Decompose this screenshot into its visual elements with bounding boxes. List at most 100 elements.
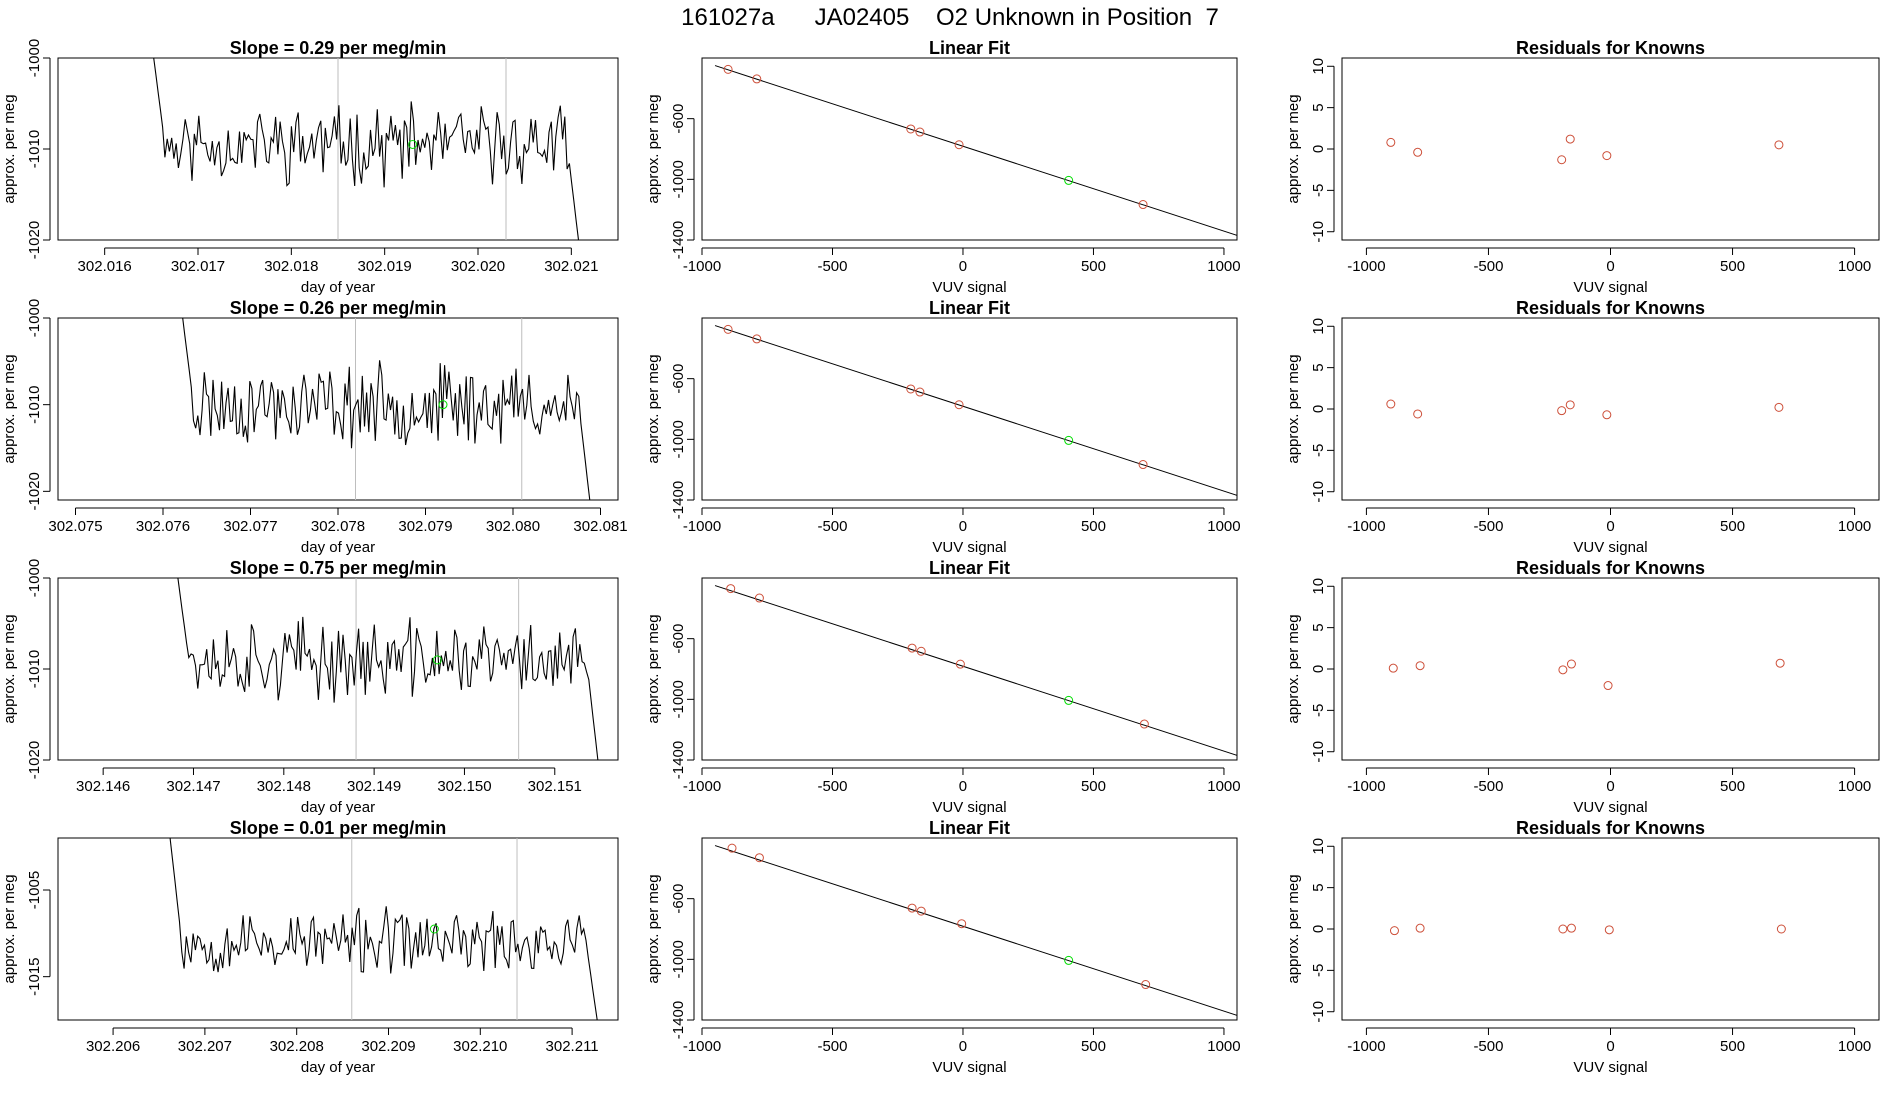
figure-title-date: 161027a (681, 4, 775, 31)
x-tick-label: 302.147 (166, 778, 220, 795)
known-point (1138, 460, 1148, 470)
unknown-point (432, 655, 442, 665)
y-tick-label: 0 (1310, 145, 1327, 153)
x-tick-label: 0 (959, 778, 967, 795)
unknown-point (1064, 695, 1074, 705)
y-axis-label: approx. per meg (1, 874, 18, 983)
y-tick-label: -1020 (26, 221, 43, 259)
x-tick-label: 500 (1081, 258, 1106, 275)
known-point (1415, 661, 1425, 671)
x-tick-label: 302.149 (347, 778, 401, 795)
y-axis-label: approx. per meg (1285, 354, 1302, 463)
panel-title: Slope = 0.75 per meg/min (230, 558, 447, 578)
x-tick-label: 302.148 (257, 778, 311, 795)
panel-title: Linear Fit (929, 298, 1010, 318)
panel-7: Slope = 0.75 per meg/min 302.146 302.147 30… (1, 558, 619, 816)
panel-3-data (1386, 134, 1784, 165)
x-tick-label: 302.150 (437, 778, 491, 795)
y-tick-label: -600 (670, 364, 687, 394)
known-point (907, 903, 917, 913)
unknown-point (1064, 955, 1074, 965)
x-tick-label: -500 (817, 258, 847, 275)
known-point (1138, 200, 1148, 210)
x-axis-label: VUV signal (1573, 1059, 1647, 1076)
x-tick-label: 500 (1081, 518, 1106, 535)
y-axis-label: approx. per meg (1, 354, 18, 463)
fit-line (714, 845, 1237, 1016)
y-tick-label: -1000 (26, 559, 43, 597)
known-point (1565, 400, 1575, 410)
y-tick-label: -1400 (670, 741, 687, 779)
x-tick-label: 0 (959, 258, 967, 275)
panel-6-data (1386, 399, 1784, 420)
known-point (954, 140, 964, 150)
panel-10: Slope = 0.01 per meg/min 302.206 302.207 30… (1, 818, 619, 1076)
x-tick-label: 500 (1720, 258, 1745, 275)
x-tick-label: 1000 (1207, 258, 1240, 275)
x-tick-label: 1000 (1838, 258, 1871, 275)
known-point (916, 646, 926, 656)
y-tick-label: -5 (1310, 704, 1327, 717)
x-tick-label: 0 (1606, 518, 1614, 535)
fit-line (714, 325, 1237, 496)
x-axis-label: day of year (301, 279, 375, 296)
panel-title: Residuals for Knowns (1516, 298, 1705, 318)
figure-title-description: O2 Unknown in Position 7 (936, 4, 1219, 31)
y-tick-label: -1010 (26, 385, 43, 423)
panel-7-data (177, 578, 599, 760)
x-axis-label: VUV signal (1573, 279, 1647, 296)
x-tick-label: 1000 (1207, 778, 1240, 795)
y-axis-label: approx. per meg (1285, 874, 1302, 983)
known-point (1413, 147, 1423, 157)
known-point (723, 324, 733, 334)
x-tick-label: -500 (1473, 518, 1503, 535)
y-axis-label: approx. per meg (645, 614, 662, 723)
plot-frame (701, 317, 1238, 501)
y-tick-label: 5 (1310, 363, 1327, 371)
known-point (906, 384, 916, 394)
y-tick-label: 10 (1310, 578, 1327, 595)
plot-frame (57, 837, 619, 1021)
panel-title: Linear Fit (929, 558, 1010, 578)
x-tick-label: 302.207 (178, 1038, 232, 1055)
y-tick-label: -1010 (26, 650, 43, 688)
plot-frame (701, 577, 1238, 761)
panel-9-data (1388, 658, 1785, 691)
x-tick-label: 302.017 (171, 258, 225, 275)
x-tick-label: 0 (959, 1038, 967, 1055)
y-axis-label: approx. per meg (645, 354, 662, 463)
fit-line (714, 65, 1237, 236)
y-tick-label: -10 (1310, 221, 1327, 243)
x-axis-label: VUV signal (932, 539, 1006, 556)
known-point (1566, 923, 1576, 933)
unknown-point (438, 400, 448, 410)
plot-frame (57, 577, 619, 761)
y-tick-label: -1000 (26, 299, 43, 337)
panel-5: Linear Fit -1000 -500 0 500 1000 VUV signal -14… (645, 298, 1241, 556)
series-line (182, 318, 591, 500)
x-tick-label: 0 (1606, 1038, 1614, 1055)
x-tick-label: -500 (817, 1038, 847, 1055)
y-axis-label: approx. per meg (1, 94, 18, 203)
x-tick-label: -1000 (1347, 1038, 1385, 1055)
y-tick-label: 5 (1310, 103, 1327, 111)
x-tick-label: 302.078 (311, 518, 365, 535)
y-tick-label: -1000 (670, 940, 687, 978)
known-point (906, 124, 916, 134)
known-point (1389, 926, 1399, 936)
x-tick-label: 1000 (1207, 518, 1240, 535)
y-tick-label: -1000 (26, 39, 43, 77)
y-axis-label: approx. per meg (1285, 94, 1302, 203)
x-tick-label: 500 (1720, 1038, 1745, 1055)
known-point (1139, 719, 1149, 729)
x-tick-label: 302.020 (451, 258, 505, 275)
x-tick-label: 302.079 (398, 518, 452, 535)
panel-6: Residuals for Knowns -1000 -500 0 500 1000 VUV… (1285, 298, 1880, 556)
x-tick-label: 302.206 (86, 1038, 140, 1055)
known-point (1388, 663, 1398, 673)
x-tick-label: -1000 (1347, 778, 1385, 795)
y-tick-label: -600 (670, 104, 687, 134)
x-tick-label: -1000 (1347, 258, 1385, 275)
